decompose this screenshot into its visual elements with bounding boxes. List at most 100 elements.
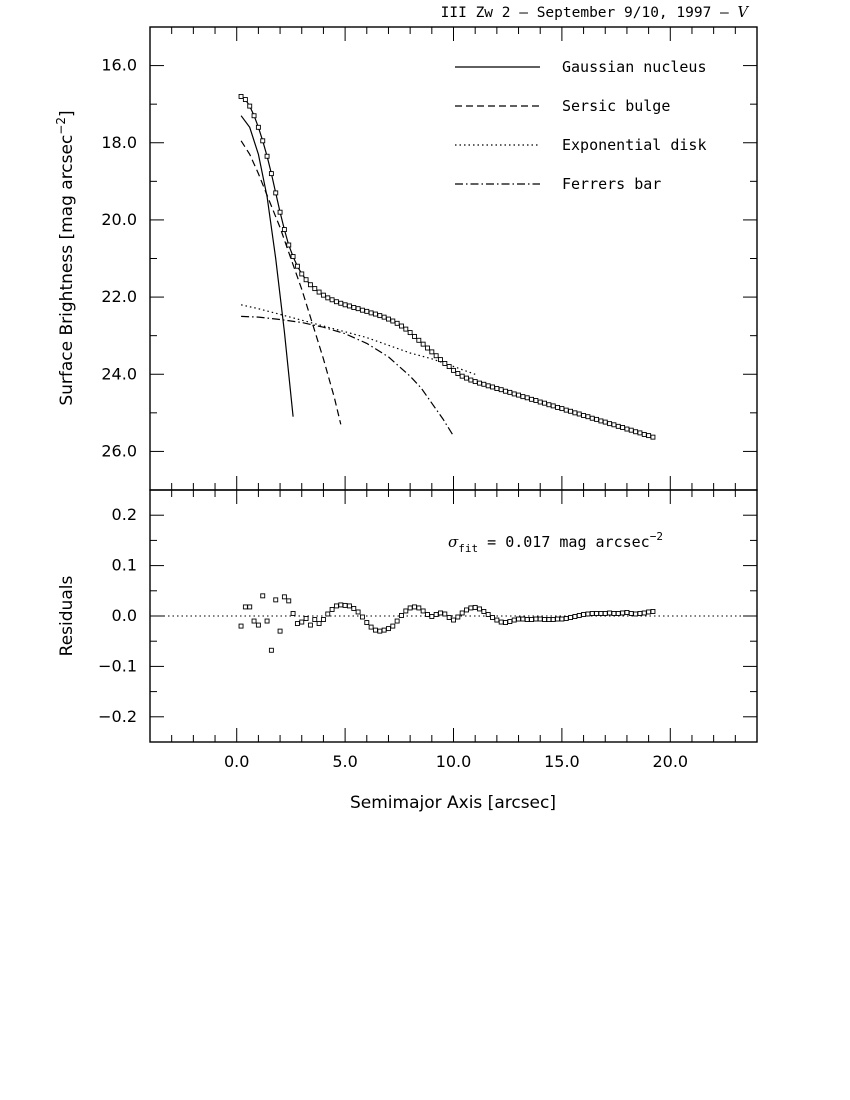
residual-point [572, 614, 578, 619]
data-point [260, 138, 266, 144]
residual-point [433, 612, 439, 617]
residual-point [637, 611, 643, 616]
residual-point [412, 604, 417, 610]
legend-label: Exponential disk [562, 136, 707, 154]
residual-point [529, 617, 534, 622]
residual-point [320, 617, 326, 622]
residual-point [633, 611, 639, 617]
y-tick-label: 18.0 [101, 133, 137, 152]
residual-point [333, 603, 339, 609]
data-point [377, 313, 383, 319]
data-point [607, 421, 613, 427]
data-point [420, 341, 426, 347]
data-point [255, 124, 261, 130]
data-point [329, 297, 335, 303]
x-tick-label: 20.0 [652, 752, 688, 771]
data-point [268, 171, 274, 177]
residual-point [446, 615, 452, 620]
y-tick-label: −0.1 [98, 656, 137, 675]
data-point [581, 413, 587, 418]
data-point [247, 103, 253, 109]
residual-point [346, 603, 352, 609]
residual-point [429, 614, 435, 619]
y-tick-label: −0.2 [98, 707, 137, 726]
data-point [641, 431, 647, 437]
residual-point [620, 610, 626, 616]
residual-point [238, 623, 244, 629]
data-point [277, 209, 283, 215]
legend: Gaussian nucleus Sersic bulge Exponential … [455, 58, 707, 193]
x-tick-label: 10.0 [436, 752, 472, 771]
residual-point [559, 616, 565, 622]
data-point [503, 388, 508, 394]
data-point [507, 389, 513, 395]
residual-point [611, 611, 617, 616]
residual-point [338, 602, 344, 608]
x-tick-labels: 0.0 5.0 10.0 15.0 20.0 [224, 752, 688, 771]
data-point [333, 299, 339, 305]
data-point [468, 377, 474, 383]
data-point [563, 407, 569, 413]
residual-point [628, 611, 634, 616]
data-point [472, 379, 478, 385]
residual-point [550, 617, 556, 622]
data-point [511, 391, 517, 397]
data-point [498, 387, 504, 393]
data-point [320, 292, 326, 298]
residual-point [468, 605, 474, 611]
data-point [594, 416, 600, 422]
data-point [368, 310, 374, 316]
data-point [251, 113, 257, 119]
data-point [550, 403, 556, 409]
data-point [381, 314, 387, 320]
residual-point [294, 621, 300, 627]
residual-point [377, 628, 383, 634]
residual-point [507, 619, 513, 624]
residual-point [247, 604, 253, 610]
data-point [555, 404, 561, 410]
residual-point [481, 609, 487, 614]
data-point [537, 399, 543, 405]
residual-point [368, 624, 374, 630]
residual-point [520, 616, 526, 622]
data-point [412, 333, 417, 339]
data-point [425, 345, 430, 351]
data-point [464, 375, 469, 381]
data-point [433, 353, 439, 359]
data-point [373, 311, 378, 317]
residual-point [646, 609, 652, 615]
data-point [438, 357, 443, 363]
data-point [620, 425, 626, 430]
residual-point [546, 617, 552, 622]
residual-point [260, 593, 266, 599]
residual-point [576, 613, 582, 618]
data-point [273, 190, 279, 196]
residual-point [416, 605, 422, 611]
residual-point [290, 611, 296, 616]
data-point [386, 316, 391, 322]
data-point [281, 227, 287, 233]
residual-point [464, 607, 469, 613]
legend-label: Gaussian nucleus [562, 58, 707, 76]
residual-point [312, 617, 318, 622]
residual-point [255, 622, 261, 628]
residual-point [407, 605, 413, 611]
data-point [307, 282, 313, 288]
sigma-fit-annotation: σfit = 0.017 mag arcsec−2 [448, 530, 663, 555]
residual-point [307, 622, 313, 628]
data-point [446, 364, 452, 369]
residual-point [325, 611, 331, 617]
y-tick-label: 26.0 [101, 441, 137, 460]
residual-point [568, 615, 574, 620]
bottom-y-axis-label: Residuals [57, 576, 77, 657]
data-point [585, 414, 591, 420]
data-point [429, 349, 435, 355]
data-point [589, 415, 595, 421]
top-y-axis-label: Surface Brightness [mag arcsec−2] [54, 110, 77, 405]
y-tick-label: 20.0 [101, 210, 137, 229]
y-tick-label: 24.0 [101, 364, 137, 383]
residual-point [585, 611, 591, 617]
residual-point [503, 620, 508, 626]
data-point [290, 254, 296, 260]
